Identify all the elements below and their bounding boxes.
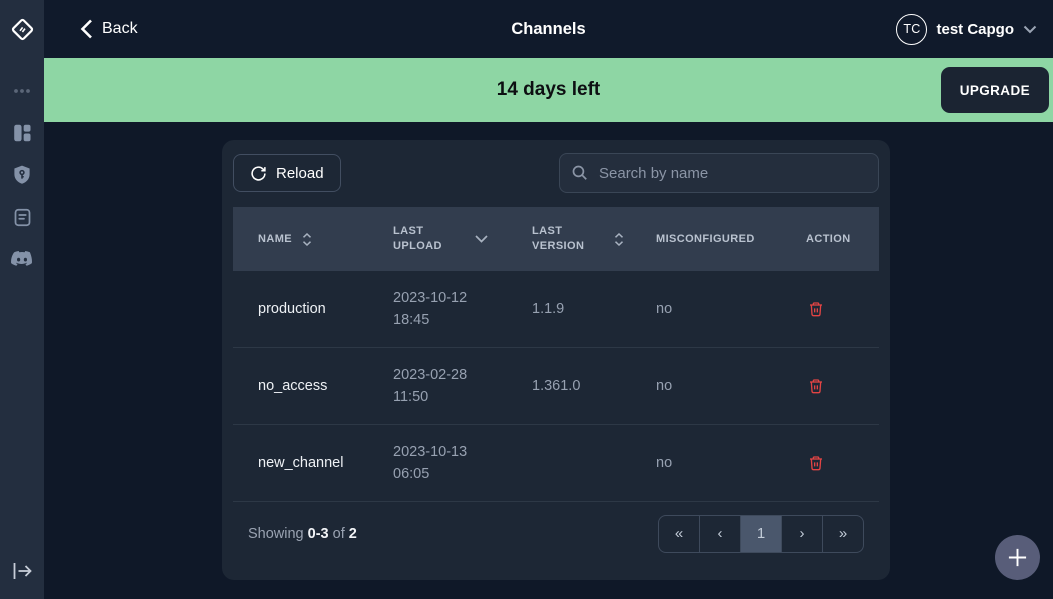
- search-icon: [572, 165, 587, 180]
- sort-both-icon[interactable]: [302, 232, 312, 246]
- column-label: MISCONFIGURED: [656, 232, 755, 245]
- chevron-down-icon: [1023, 25, 1037, 34]
- last-upload-value: 2023-10-12 18:45: [393, 290, 468, 328]
- table-header-row: NAME LAST UPLOAD LAST VERSION: [233, 207, 879, 271]
- showing-of: of: [332, 525, 345, 542]
- table-footer: Showing 0-3 of 2 « ‹ 1 › »: [233, 502, 879, 569]
- shield-key-icon: [14, 165, 30, 184]
- trash-icon: [810, 456, 822, 471]
- trial-banner-text: 14 days left: [496, 79, 601, 100]
- sort-both-icon[interactable]: [614, 232, 624, 246]
- column-header[interactable]: LAST UPLOAD: [393, 224, 532, 254]
- channel-name[interactable]: production: [258, 301, 326, 317]
- trial-banner: 14 days left UPGRADE: [44, 58, 1053, 122]
- channels-table: NAME LAST UPLOAD LAST VERSION: [233, 207, 879, 502]
- search-input[interactable]: [559, 153, 879, 193]
- search-box: [559, 153, 879, 193]
- capgo-logo-icon: [11, 18, 33, 40]
- misconfigured-value: no: [656, 378, 673, 394]
- last-upload-value: 2023-10-13 06:05: [393, 444, 468, 482]
- sidebar-item-more[interactable]: [0, 70, 44, 112]
- column-header[interactable]: LAST VERSION: [532, 224, 656, 254]
- column-header[interactable]: MISCONFIGURED: [656, 232, 806, 247]
- channel-name[interactable]: no_access: [258, 378, 328, 394]
- sidebar-item-discord[interactable]: [0, 238, 44, 280]
- reload-button[interactable]: Reload: [233, 154, 341, 192]
- column-header[interactable]: NAME: [233, 232, 393, 247]
- showing-prefix: Showing: [248, 525, 304, 542]
- back-button[interactable]: Back: [80, 19, 138, 39]
- first-page[interactable]: «: [658, 514, 700, 553]
- showing-total: 2: [348, 525, 357, 542]
- column-label: LAST UPLOAD: [393, 225, 442, 252]
- delete-channel-button[interactable]: [806, 299, 826, 319]
- sidebar: [0, 0, 44, 599]
- table-row[interactable]: no_access 2023-02-28 11:50 1.361.0 no: [233, 348, 879, 425]
- misconfigured-value: no: [656, 455, 673, 471]
- user-name: test Capgo: [936, 20, 1014, 38]
- delete-channel-button[interactable]: [806, 376, 826, 396]
- docs-icon: [14, 208, 30, 226]
- table-row[interactable]: production 2023-10-12 18:45 1.1.9 no: [233, 271, 879, 348]
- back-label: Back: [102, 20, 138, 37]
- sidebar-nav: [0, 70, 44, 280]
- column-label: NAME: [258, 232, 292, 245]
- last-page[interactable]: »: [822, 514, 864, 553]
- capgo-logo[interactable]: [0, 0, 44, 58]
- more-icon: [14, 89, 30, 93]
- logout-button[interactable]: [0, 543, 44, 599]
- sidebar-item-api-keys[interactable]: [0, 154, 44, 196]
- last-version-value: 1.361.0: [532, 378, 581, 394]
- prev-page[interactable]: ‹: [699, 514, 741, 553]
- delete-channel-button[interactable]: [806, 453, 826, 473]
- misconfigured-value: no: [656, 301, 673, 317]
- last-version-value: 1.1.9: [532, 301, 565, 317]
- next-page[interactable]: ›: [781, 514, 823, 553]
- dashboard-icon: [14, 124, 31, 142]
- reload-icon: [251, 165, 266, 181]
- channels-card: Reload NAME LAST UPLOAD: [222, 140, 890, 580]
- avatar: TC: [896, 13, 928, 45]
- trash-icon: [810, 379, 822, 394]
- pagination: « ‹ 1 › »: [658, 514, 864, 553]
- sort-desc-icon[interactable]: [475, 235, 488, 243]
- reload-label: Reload: [276, 164, 324, 182]
- column-header[interactable]: ACTION: [806, 232, 879, 247]
- column-label: ACTION: [806, 232, 851, 245]
- trash-icon: [810, 302, 822, 317]
- sidebar-item-dashboard[interactable]: [0, 112, 44, 154]
- last-upload-value: 2023-02-28 11:50: [393, 367, 468, 405]
- table-toolbar: Reload: [233, 151, 879, 193]
- logout-icon: [13, 563, 32, 579]
- plus-icon: [1008, 548, 1027, 567]
- chevron-left-icon: [80, 19, 92, 39]
- discord-icon: [11, 250, 32, 266]
- upgrade-button[interactable]: UPGRADE: [940, 67, 1049, 113]
- showing-range: 0-3: [307, 525, 329, 542]
- top-bar: Back Channels TC test Capgo: [44, 0, 1053, 58]
- sidebar-item-docs[interactable]: [0, 196, 44, 238]
- channel-name[interactable]: new_channel: [258, 455, 344, 471]
- add-channel-button[interactable]: [995, 535, 1040, 580]
- showing-summary: Showing 0-3 of 2: [248, 526, 357, 542]
- table-row[interactable]: new_channel 2023-10-13 06:05 no: [233, 425, 879, 502]
- page-1[interactable]: 1: [740, 514, 782, 553]
- table-body: production 2023-10-12 18:45 1.1.9 no no_…: [233, 271, 879, 502]
- column-label: LAST VERSION: [532, 225, 585, 252]
- user-menu[interactable]: TC test Capgo: [896, 13, 1037, 45]
